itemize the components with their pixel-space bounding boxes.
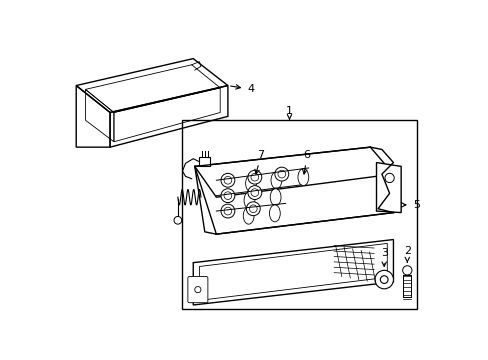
Circle shape — [246, 202, 260, 216]
Text: 4: 4 — [230, 84, 254, 94]
Text: 1: 1 — [285, 106, 292, 119]
Text: 6: 6 — [302, 150, 310, 174]
Ellipse shape — [270, 172, 281, 189]
Ellipse shape — [245, 175, 256, 192]
Ellipse shape — [269, 205, 280, 222]
FancyBboxPatch shape — [187, 276, 207, 303]
Circle shape — [221, 173, 234, 187]
Text: 5: 5 — [401, 200, 419, 210]
Circle shape — [374, 270, 393, 289]
Circle shape — [221, 189, 234, 203]
Polygon shape — [193, 239, 393, 305]
Ellipse shape — [243, 207, 254, 224]
Circle shape — [402, 266, 411, 275]
Circle shape — [247, 170, 261, 184]
Text: 2: 2 — [403, 247, 410, 262]
Bar — [182, 120, 416, 309]
Polygon shape — [376, 163, 400, 213]
Polygon shape — [194, 147, 393, 197]
Ellipse shape — [270, 189, 281, 206]
Text: 3: 3 — [380, 248, 387, 266]
Polygon shape — [199, 243, 386, 300]
Circle shape — [247, 186, 261, 199]
Bar — [199, 157, 210, 166]
Circle shape — [221, 204, 234, 218]
Text: 7: 7 — [254, 150, 264, 174]
Circle shape — [274, 167, 288, 181]
Ellipse shape — [297, 169, 308, 186]
Ellipse shape — [244, 192, 254, 209]
